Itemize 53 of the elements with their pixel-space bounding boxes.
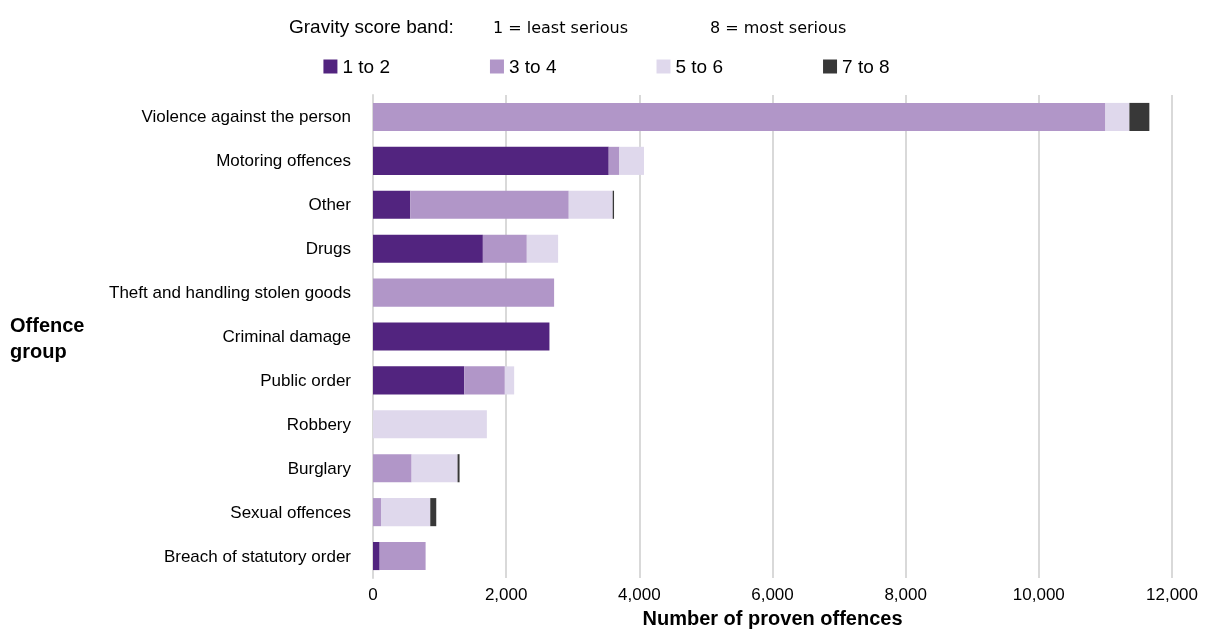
bar <box>373 322 550 351</box>
bar <box>373 410 487 439</box>
bar <box>379 541 426 571</box>
bar <box>411 454 458 483</box>
bar <box>504 366 515 395</box>
x-tick-label: 2,000 <box>484 585 528 604</box>
bar <box>373 541 380 571</box>
legend-label: 5 to 6 <box>675 56 724 77</box>
y-tick-label: Theft and handling stolen goods <box>109 283 351 303</box>
legend-label: 3 to 4 <box>508 56 557 77</box>
legend-label: 1 to 2 <box>342 56 390 77</box>
y-tick-label: Criminal damage <box>222 327 351 346</box>
bar <box>1105 102 1130 132</box>
y-tick-label: Burglary <box>287 458 352 478</box>
y-axis-title: Offence group <box>10 314 91 362</box>
bar <box>373 498 381 527</box>
bar <box>380 498 431 527</box>
bar <box>464 366 505 395</box>
x-axis-title: Number of proven offences <box>642 606 903 629</box>
y-tick-label: Other <box>308 195 352 215</box>
bar <box>1129 102 1150 132</box>
text: 8 = most serious <box>710 17 847 37</box>
x-tick-label: 6,000 <box>751 585 794 604</box>
bar <box>482 234 527 263</box>
bar <box>373 454 412 483</box>
y-tick-label: Robbery <box>286 414 352 434</box>
x-tick-label: 0 <box>368 585 378 604</box>
y-tick-label: Sexual offences <box>230 502 351 522</box>
x-tick-label: 8,000 <box>884 585 927 604</box>
bar <box>619 146 644 175</box>
bar <box>608 146 620 175</box>
bar <box>430 498 437 527</box>
x-tick-label: 12,000 <box>1146 585 1198 604</box>
bar <box>410 190 569 219</box>
legend-label: 7 to 8 <box>842 56 890 77</box>
legend-title: Gravity score band: <box>289 16 454 37</box>
y-tick-label: Drugs <box>305 239 351 259</box>
bar <box>373 278 555 307</box>
bar <box>373 366 465 395</box>
bar <box>526 234 559 263</box>
y-tick-label: Breach of statutory order <box>163 546 352 566</box>
y-tick-label: Public order <box>260 370 352 390</box>
bar <box>373 234 483 263</box>
y-tick-label: Motoring offences <box>216 151 351 171</box>
x-tick-label: 4,000 <box>618 585 661 604</box>
x-tick-label: 10,000 <box>1012 585 1065 604</box>
y-tick-label: Violence against the person <box>141 107 351 127</box>
bar <box>373 190 411 219</box>
bar <box>457 454 460 483</box>
bar <box>373 146 609 175</box>
bar <box>568 190 613 219</box>
bar <box>373 102 1106 132</box>
text: 1 = least serious <box>493 17 629 37</box>
